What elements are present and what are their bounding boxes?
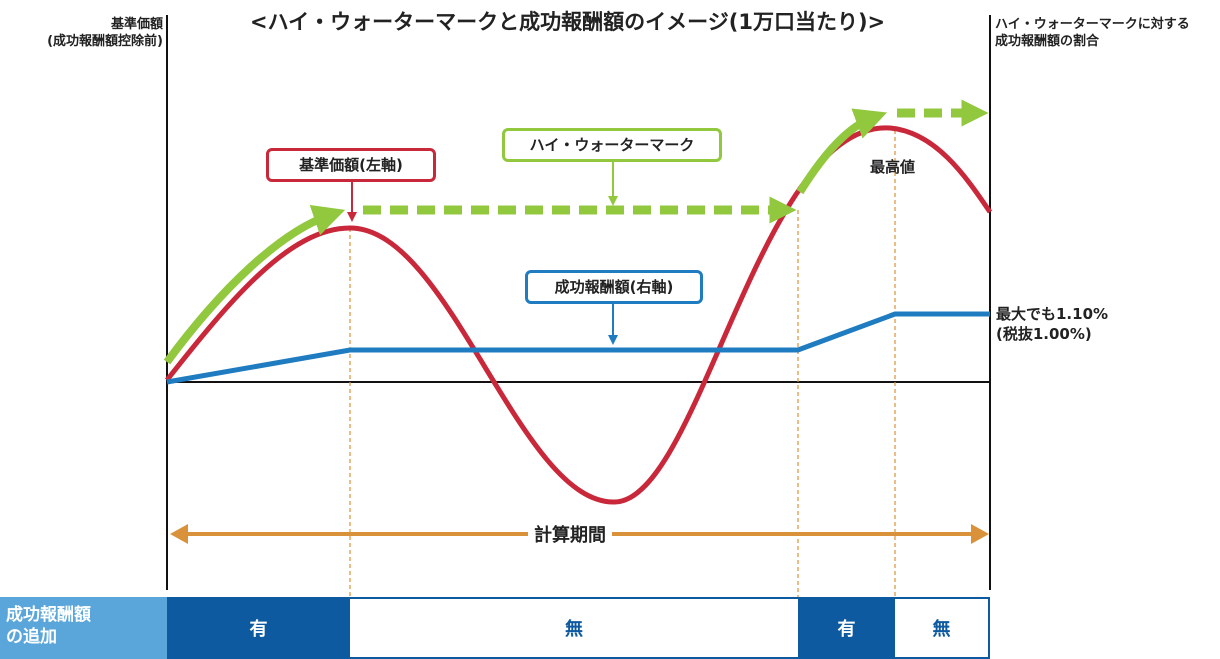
left-axis-label-line1: 基準価額 bbox=[110, 17, 163, 32]
nav-label: 基準価額(左軸) bbox=[266, 148, 436, 182]
peak-label: 最高値 bbox=[870, 158, 916, 176]
segment-no-1: 無 bbox=[350, 597, 798, 659]
fee-addition-header-line1: 成功報酬額 bbox=[6, 605, 91, 625]
period-guides bbox=[349, 130, 896, 597]
page-title: <ハイ・ウォーターマークと成功報酬額のイメージ(1万口当たり)> bbox=[250, 10, 886, 34]
max-rate-line2: (税抜1.00%) bbox=[996, 325, 1092, 343]
fee-addition-header: 成功報酬額 の追加 bbox=[0, 597, 167, 659]
right-axis-label-line2: 成功報酬額の割合 bbox=[995, 34, 1100, 49]
fee-addition-header-line2: の追加 bbox=[6, 627, 57, 647]
fee-addition-row: 成功報酬額 の追加 有 無 有 無 bbox=[0, 597, 990, 659]
nav-curve bbox=[165, 125, 993, 505]
max-rate-note: 最大でも1.10% (税抜1.00%) bbox=[996, 304, 1108, 344]
max-rate-line1: 最大でも1.10% bbox=[996, 305, 1109, 323]
period-label: 計算期間 bbox=[528, 521, 612, 547]
left-axis-label: 基準価額 (成功報酬額控除前) bbox=[8, 16, 163, 50]
segment-yes-1: 有 bbox=[167, 597, 350, 659]
hwm-arrow-rise-2 bbox=[796, 108, 887, 195]
segment-no-2: 無 bbox=[895, 597, 990, 659]
fee-line bbox=[166, 311, 990, 385]
fee-label: 成功報酬額(右軸) bbox=[525, 270, 703, 304]
left-axis-label-line2: (成功報酬額控除前) bbox=[47, 34, 163, 49]
right-axis-label-line1: ハイ・ウォーターマークに対する bbox=[995, 17, 1190, 32]
right-axis-label: ハイ・ウォーターマークに対する 成功報酬額の割合 bbox=[995, 16, 1190, 50]
label-pointers bbox=[347, 160, 618, 345]
segment-yes-2: 有 bbox=[798, 597, 895, 659]
hwm-arrow-rise-1 bbox=[163, 205, 346, 365]
hwm-label: ハイ・ウォーターマーク bbox=[502, 128, 722, 162]
